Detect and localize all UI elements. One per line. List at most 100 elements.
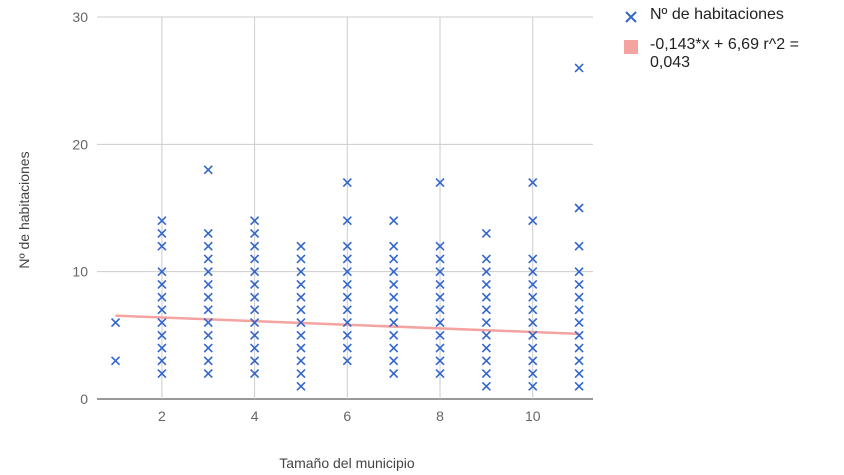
data-point[interactable] (250, 292, 260, 302)
data-point[interactable] (250, 216, 260, 226)
data-point[interactable] (435, 330, 445, 340)
data-point[interactable] (481, 267, 491, 277)
data-point[interactable] (481, 343, 491, 353)
data-point[interactable] (296, 381, 306, 391)
data-point[interactable] (250, 343, 260, 353)
data-point[interactable] (528, 368, 538, 379)
data-point[interactable] (203, 165, 213, 175)
data-point[interactable] (528, 343, 538, 353)
data-point[interactable] (389, 279, 399, 289)
data-point[interactable] (203, 343, 213, 353)
data-point[interactable] (250, 267, 260, 277)
data-point[interactable] (157, 292, 167, 302)
data-point[interactable] (389, 267, 399, 277)
data-point[interactable] (481, 292, 491, 302)
data-point[interactable] (574, 330, 584, 340)
data-point[interactable] (157, 318, 167, 328)
data-point[interactable] (296, 254, 306, 264)
data-point[interactable] (528, 292, 538, 302)
data-point[interactable] (157, 267, 167, 277)
data-point[interactable] (296, 241, 306, 251)
data-point[interactable] (157, 356, 167, 366)
data-point[interactable] (574, 203, 584, 213)
data-point[interactable] (528, 279, 538, 289)
data-point[interactable] (342, 343, 352, 353)
data-point[interactable] (435, 356, 445, 366)
data-point[interactable] (528, 318, 538, 328)
data-point[interactable] (389, 254, 399, 264)
data-point[interactable] (296, 356, 306, 366)
data-point[interactable] (528, 177, 538, 188)
data-point[interactable] (250, 318, 260, 328)
data-point[interactable] (481, 228, 491, 239)
data-point[interactable] (342, 356, 352, 366)
data-point[interactable] (157, 368, 167, 379)
data-point[interactable] (250, 241, 260, 251)
data-point[interactable] (342, 318, 352, 328)
data-point[interactable] (342, 279, 352, 289)
data-point[interactable] (574, 343, 584, 353)
data-point[interactable] (435, 292, 445, 302)
data-point[interactable] (481, 381, 491, 391)
data-point[interactable] (481, 305, 491, 315)
data-point[interactable] (296, 330, 306, 340)
data-point[interactable] (296, 318, 306, 328)
data-point[interactable] (528, 356, 538, 366)
data-point[interactable] (203, 241, 213, 251)
data-point[interactable] (342, 254, 352, 264)
data-point[interactable] (296, 305, 306, 315)
data-point[interactable] (342, 305, 352, 315)
data-point[interactable] (250, 279, 260, 289)
data-point[interactable] (528, 330, 538, 340)
data-point[interactable] (250, 254, 260, 264)
data-point[interactable] (389, 356, 399, 366)
data-point[interactable] (389, 368, 399, 379)
data-point[interactable] (389, 343, 399, 353)
data-point[interactable] (481, 368, 491, 379)
data-point[interactable] (203, 318, 213, 328)
data-point[interactable] (203, 305, 213, 315)
data-point[interactable] (250, 305, 260, 315)
data-point[interactable] (435, 254, 445, 264)
data-point[interactable] (435, 343, 445, 353)
data-point[interactable] (574, 305, 584, 315)
data-point[interactable] (435, 267, 445, 277)
data-point[interactable] (203, 292, 213, 302)
data-point[interactable] (435, 177, 445, 188)
data-point[interactable] (481, 318, 491, 328)
data-point[interactable] (528, 216, 538, 226)
data-point[interactable] (481, 356, 491, 366)
data-point[interactable] (481, 279, 491, 289)
data-point[interactable] (250, 356, 260, 366)
data-point[interactable] (296, 292, 306, 302)
data-point[interactable] (435, 368, 445, 379)
data-point[interactable] (574, 292, 584, 302)
data-point[interactable] (250, 368, 260, 379)
data-point[interactable] (342, 330, 352, 340)
data-point[interactable] (574, 368, 584, 379)
data-point[interactable] (528, 305, 538, 315)
data-point[interactable] (203, 228, 213, 239)
data-point[interactable] (342, 241, 352, 251)
data-point[interactable] (110, 356, 121, 366)
data-point[interactable] (296, 267, 306, 277)
data-point[interactable] (296, 343, 306, 353)
data-point[interactable] (157, 343, 167, 353)
data-point[interactable] (435, 318, 445, 328)
data-point[interactable] (157, 241, 167, 251)
data-point[interactable] (528, 267, 538, 277)
data-point[interactable] (574, 267, 584, 277)
data-point[interactable] (157, 330, 167, 340)
data-point[interactable] (110, 318, 121, 328)
data-point[interactable] (389, 305, 399, 315)
data-point[interactable] (528, 254, 538, 264)
data-point[interactable] (203, 356, 213, 366)
data-point[interactable] (389, 241, 399, 251)
data-point[interactable] (574, 63, 584, 73)
data-point[interactable] (574, 241, 584, 251)
data-point[interactable] (157, 216, 167, 226)
data-point[interactable] (481, 254, 491, 264)
data-point[interactable] (389, 330, 399, 340)
legend-item-scatter[interactable]: Nº de habitaciones (620, 6, 840, 28)
data-point[interactable] (342, 177, 352, 188)
